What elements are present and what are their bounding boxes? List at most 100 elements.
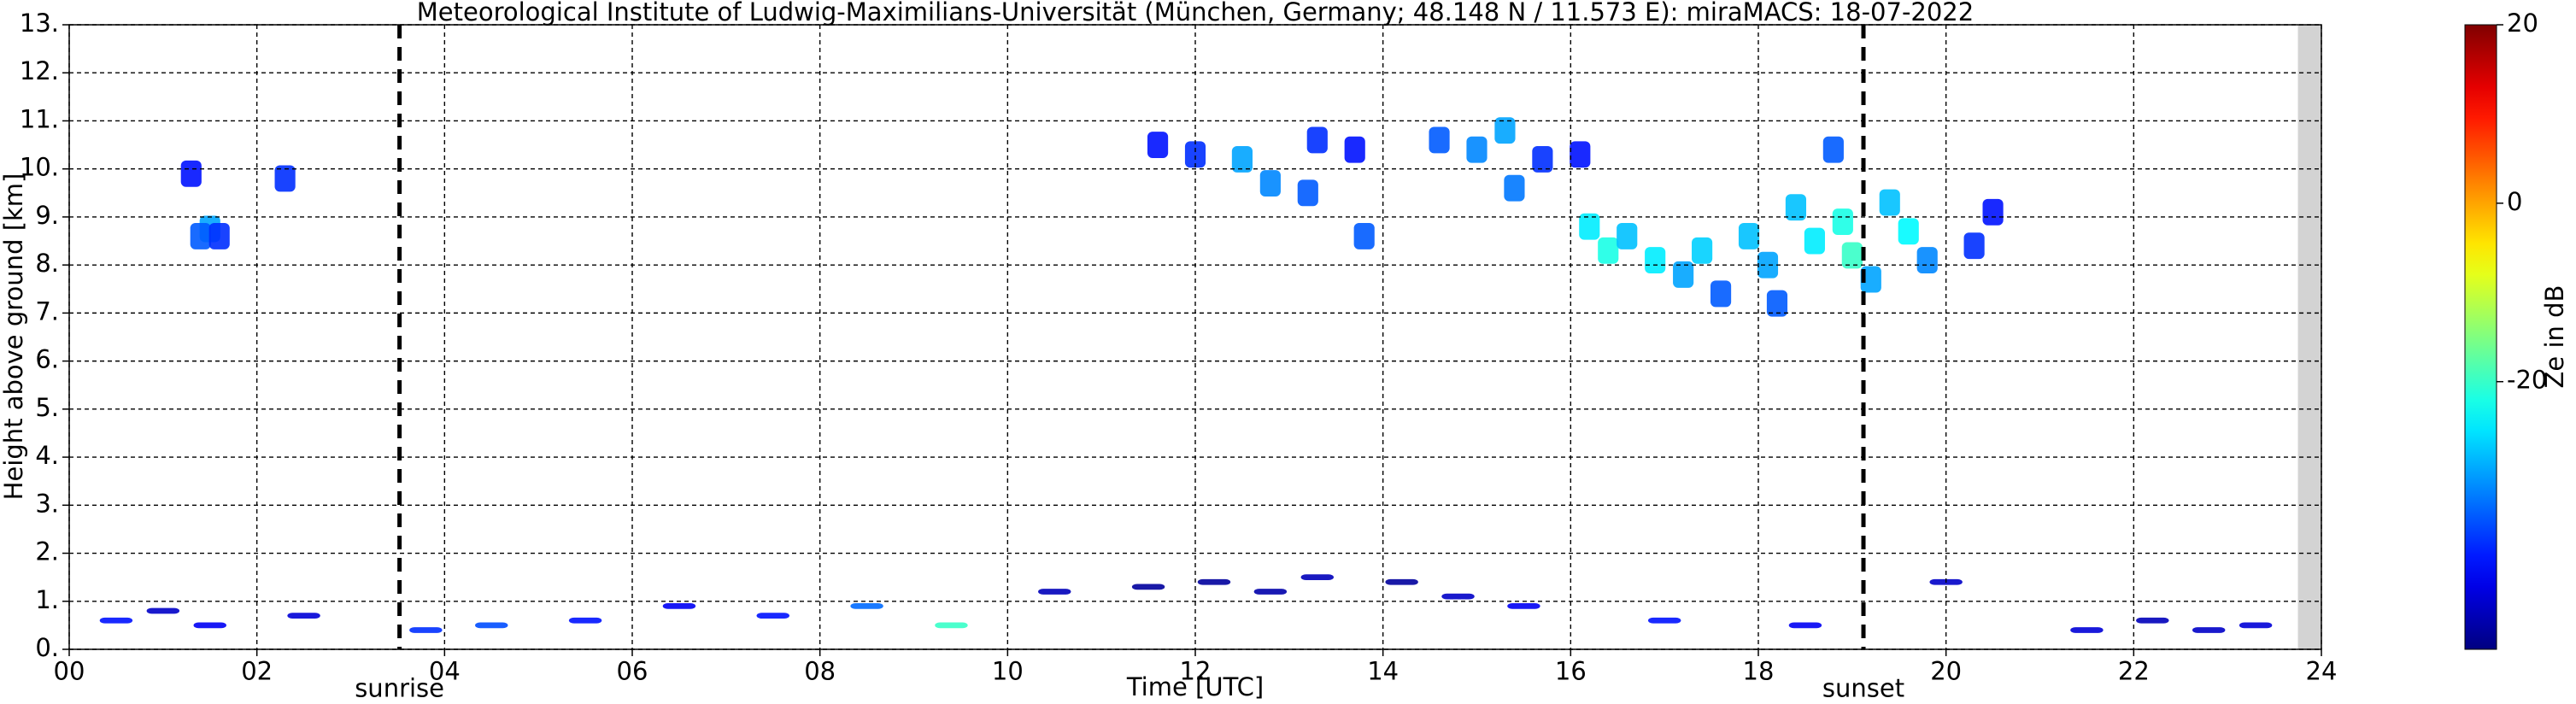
echo <box>1385 578 1418 585</box>
echo <box>193 622 226 629</box>
echo <box>1617 222 1638 249</box>
echo <box>1353 222 1375 249</box>
echo <box>1147 132 1169 159</box>
x-tick-label: 08 <box>804 657 836 686</box>
y-tick-label: 0. <box>35 633 59 662</box>
y-tick-label: 3. <box>35 489 59 518</box>
echo <box>1757 251 1779 279</box>
echo <box>1692 237 1713 264</box>
y-tick-label: 1. <box>35 585 59 614</box>
echo <box>1038 589 1071 595</box>
y-tick-label: 2. <box>35 537 59 566</box>
y-tick-label: 12. <box>20 56 59 85</box>
echo <box>1131 584 1165 590</box>
echo <box>1710 280 1732 308</box>
echo <box>1297 179 1318 207</box>
echo <box>1231 145 1253 173</box>
echo <box>1898 218 1919 245</box>
echo <box>1598 237 1619 264</box>
echo <box>475 622 508 629</box>
echo <box>1253 589 1288 595</box>
colorbar-tick-label: -20 <box>2507 366 2547 395</box>
echo <box>1841 242 1863 269</box>
echo <box>274 165 296 192</box>
echo <box>1766 290 1788 317</box>
echo <box>1344 136 1365 163</box>
colorbar-label: Ze in dB <box>2540 285 2569 389</box>
x-tick-label: 14 <box>1367 657 1399 686</box>
y-tick-label: 7. <box>35 296 59 326</box>
y-axis-label: Height above ground [km] <box>0 173 28 501</box>
no-data-region <box>2297 25 2321 649</box>
y-tick-label: 4. <box>35 441 59 470</box>
x-tick-label: 22 <box>2118 657 2150 686</box>
echo <box>409 627 443 633</box>
echo <box>1647 617 1681 624</box>
y-tick-label: 6. <box>35 345 59 374</box>
colorbar <box>2464 24 2497 650</box>
echo <box>1259 170 1281 197</box>
echo <box>850 603 883 609</box>
echo <box>1579 213 1600 240</box>
x-tick-label: 18 <box>1743 657 1775 686</box>
echo <box>1300 574 1335 581</box>
x-tick-label: 10 <box>992 657 1024 686</box>
echo <box>568 617 602 624</box>
echo <box>1184 141 1206 168</box>
echo <box>756 613 789 619</box>
echo <box>1504 174 1525 202</box>
echo <box>1507 603 1540 609</box>
echo <box>1570 141 1591 168</box>
x-tick-label: 20 <box>1930 657 1962 686</box>
echo <box>146 607 180 614</box>
echo <box>1673 261 1694 288</box>
echo <box>1429 126 1450 154</box>
colorbar-tick-label: 20 <box>2507 9 2538 38</box>
y-tick-label: 9. <box>35 201 59 230</box>
y-tick-label: 5. <box>35 393 59 422</box>
echo <box>1879 189 1900 216</box>
echo <box>935 622 968 629</box>
x-axis-label: Time [UTC] <box>1126 672 1264 701</box>
echo <box>1916 247 1938 273</box>
echo <box>1306 126 1328 154</box>
echo <box>1804 227 1825 255</box>
y-tick-label: 11. <box>20 104 59 133</box>
echo <box>1466 136 1488 163</box>
colorbar-tick-label: 0 <box>2507 187 2522 216</box>
echo <box>2192 627 2226 633</box>
echo <box>1738 222 1760 249</box>
echo <box>662 603 696 609</box>
echo <box>208 222 230 249</box>
echo <box>1532 145 1553 173</box>
echo <box>1963 232 1985 260</box>
echo <box>1832 208 1853 236</box>
y-tick-label: 8. <box>35 249 59 278</box>
marker-label: sunset <box>1822 674 1904 703</box>
y-tick-label: 10. <box>20 153 59 182</box>
echo <box>99 617 133 624</box>
x-tick-label: 02 <box>241 657 273 686</box>
echo <box>1822 136 1844 163</box>
echo <box>1645 247 1666 273</box>
echo <box>287 613 320 619</box>
echo <box>2239 622 2273 629</box>
marker-label: sunrise <box>355 674 444 703</box>
x-tick-label: 00 <box>54 657 85 686</box>
echo <box>1982 198 2004 226</box>
y-tick-label: 13. <box>20 9 59 38</box>
echo <box>2136 617 2169 624</box>
x-tick-label: 04 <box>429 657 461 686</box>
echo <box>1785 194 1807 221</box>
echo <box>1860 266 1881 293</box>
echo <box>180 160 202 187</box>
echo <box>2070 627 2104 633</box>
plot-frame <box>68 24 2322 650</box>
echo <box>1197 578 1231 585</box>
x-tick-label: 16 <box>1555 657 1587 686</box>
echo <box>1788 622 1822 629</box>
echo <box>1494 117 1516 144</box>
echo <box>1441 593 1475 600</box>
